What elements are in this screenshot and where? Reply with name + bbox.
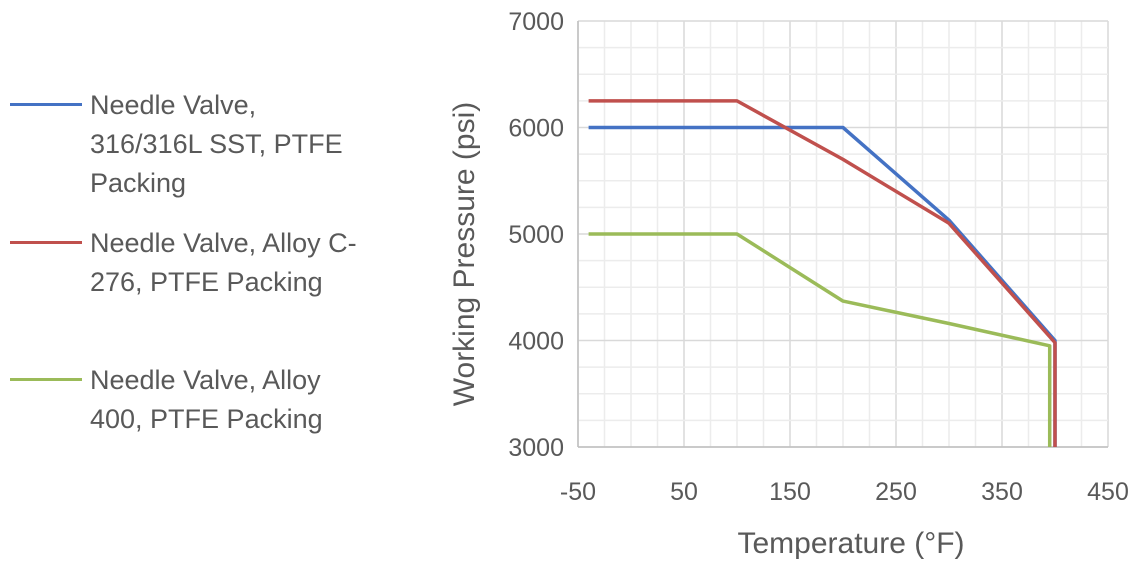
x-tick-label: 350 (981, 478, 1023, 506)
x-tick-label: 250 (875, 478, 917, 506)
series-line-3 (588, 232, 1052, 447)
x-tick-label: -50 (560, 478, 596, 506)
chart-legend: Needle Valve, 316/316L SST, PTFE Packing Ne… (0, 0, 420, 561)
x-axis-title: Temperature (°F) (737, 527, 964, 560)
legend-label-line: Needle Valve, Alloy (90, 365, 321, 395)
x-tick-label: 450 (1087, 478, 1129, 506)
legend-label-line: 276, PTFE Packing (90, 267, 323, 297)
legend-label-line: 316/316L SST, PTFE (90, 129, 343, 159)
series-line-2 (588, 99, 1057, 447)
legend-label-line: Packing (90, 168, 187, 198)
legend-label: Needle Valve, Alloy C- 276, PTFE Packing (90, 224, 390, 302)
legend-label: Needle Valve, 316/316L SST, PTFE Packing (90, 86, 390, 203)
legend-swatch (10, 241, 82, 244)
y-tick-label: 5000 (508, 221, 564, 249)
legend-label-line: Needle Valve, Alloy C- (90, 228, 357, 258)
y-tick-label: 3000 (508, 434, 564, 462)
legend-label: Needle Valve, Alloy 400, PTFE Packing (90, 361, 390, 439)
legend-swatch (10, 378, 82, 381)
y-axis-title: Working Pressure (psi) (448, 102, 481, 407)
x-tick-label: 50 (670, 478, 698, 506)
x-tick-label: 150 (769, 478, 811, 506)
y-tick-label: 7000 (508, 8, 564, 36)
y-tick-label: 6000 (508, 115, 564, 143)
legend-swatch (10, 103, 82, 106)
legend-label-line: Needle Valve, (90, 90, 257, 120)
legend-label-line: 400, PTFE Packing (90, 404, 323, 434)
y-tick-label: 4000 (508, 328, 564, 356)
